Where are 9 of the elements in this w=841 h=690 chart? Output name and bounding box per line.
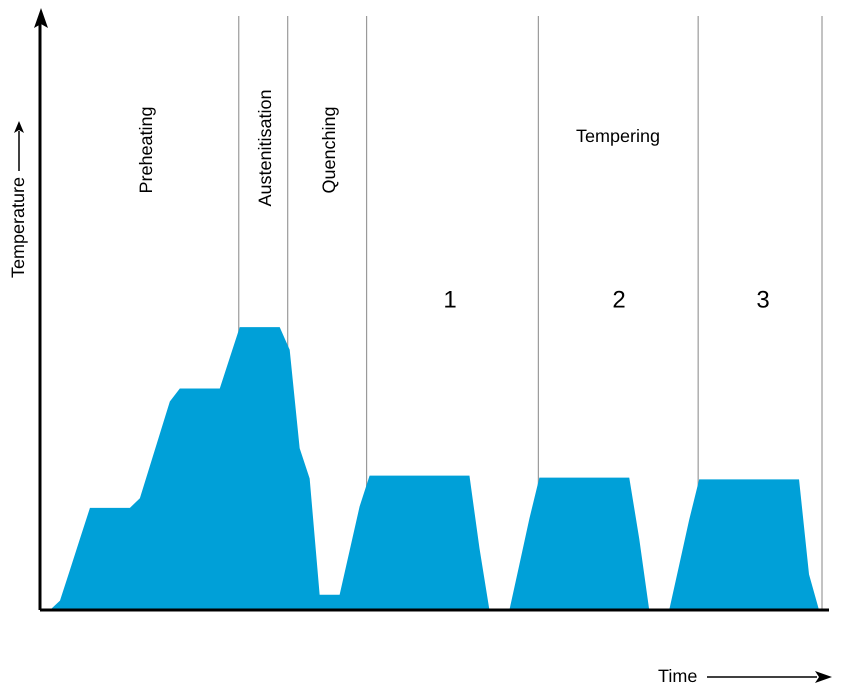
text: 1 <box>443 286 457 316</box>
text: 3 <box>756 286 770 316</box>
x-axis-title: Time <box>658 666 698 687</box>
text: Quenching <box>319 106 340 194</box>
text: Tempering <box>576 126 660 148</box>
text: Preheating <box>136 106 158 194</box>
text: Austenitisation <box>255 89 276 207</box>
y-axis-title: Temperature <box>8 176 29 278</box>
text: 2 <box>612 286 626 316</box>
